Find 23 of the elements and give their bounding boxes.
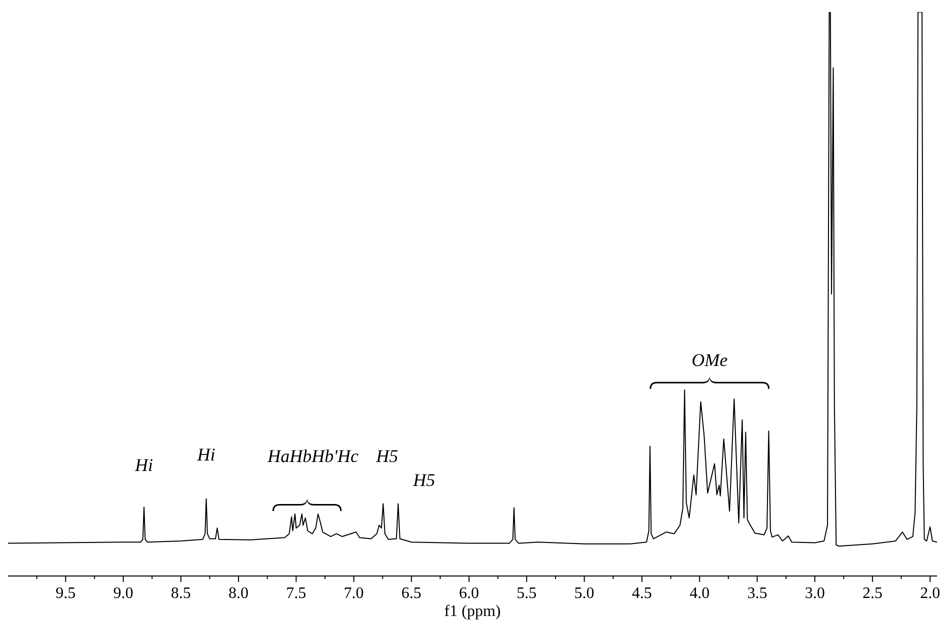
x-tick-label: 9.0: [113, 585, 134, 602]
x-axis-title: f1 (ppm): [444, 603, 501, 620]
annotation: OMe: [692, 350, 728, 370]
x-tick-label: 8.0: [228, 585, 249, 602]
annotation: H5: [412, 470, 436, 490]
x-tick-label: 6.0: [459, 585, 480, 602]
x-tick-label: 8.5: [170, 585, 191, 602]
x-tick-label: 2.5: [862, 585, 882, 602]
x-tick-label: 3.0: [804, 585, 825, 602]
x-tick-label: 5.0: [574, 585, 594, 602]
x-tick-label: 2.0: [920, 585, 940, 602]
x-tick-label: 7.5: [286, 585, 306, 602]
x-tick-label: 7.0: [344, 585, 364, 602]
x-tick-label: 5.5: [516, 585, 537, 602]
x-tick-label: 3.5: [747, 585, 768, 602]
x-tick-label: 4.0: [690, 585, 710, 602]
x-tick-label: 9.5: [56, 585, 76, 602]
x-tick-label: 4.5: [632, 585, 652, 602]
annotation: HaHbHb'Hc: [266, 446, 358, 466]
x-tick-label: 6.5: [401, 585, 422, 602]
annotation: Hi: [134, 455, 154, 476]
annotation: Hi: [196, 444, 216, 465]
annotation: H5: [375, 446, 398, 466]
